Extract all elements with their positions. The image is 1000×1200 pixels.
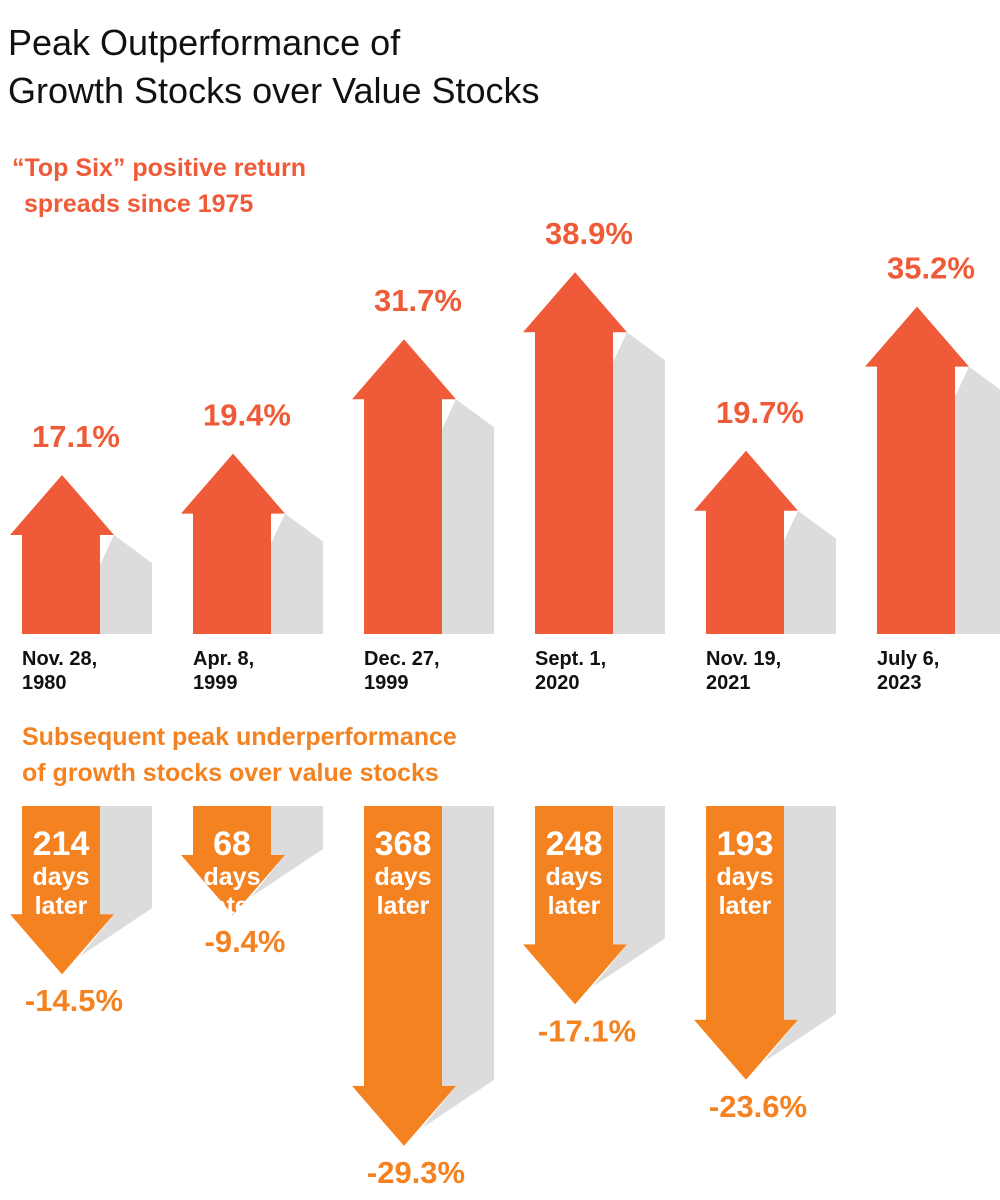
top-arrow-bar xyxy=(523,272,627,634)
top-arrow-shadow xyxy=(955,366,1000,634)
days-word: days xyxy=(375,863,432,891)
top-value-label: 17.1% xyxy=(32,419,120,454)
date-label-line-2: 1980 xyxy=(22,672,67,694)
bottom-arrow-bar xyxy=(694,806,798,1080)
date-label-line-2: 1999 xyxy=(364,672,409,694)
top-value-label: 35.2% xyxy=(887,251,975,286)
bottom-arrow-bar xyxy=(352,806,456,1146)
bottom-arrow-bar xyxy=(523,806,627,1005)
chart-title-line-2: Growth Stocks over Value Stocks xyxy=(8,70,540,111)
bottom-arrows-group: Subsequent peak underperformance of growt… xyxy=(10,723,836,1190)
top-arrow-shadow xyxy=(100,534,152,634)
top-subtitle-line-2: spreads since 1975 xyxy=(24,190,253,218)
top-arrows-group: “Top Six” positive return spreads since 1… xyxy=(10,154,1000,694)
top-arrow-shadow xyxy=(442,399,494,634)
chart-title-line-1: Peak Outperformance of xyxy=(8,22,401,63)
bottom-subtitle-line-2: of growth stocks over value stocks xyxy=(22,759,439,787)
bottom-arrow-shadow xyxy=(80,806,152,957)
top-value-label: 19.4% xyxy=(203,398,291,433)
bottom-arrow-shadow xyxy=(422,806,494,1128)
later-word: later xyxy=(206,892,259,920)
days-word: days xyxy=(204,863,261,891)
date-label-line-2: 2020 xyxy=(535,672,580,694)
top-arrow-bar xyxy=(865,306,969,634)
days-count: 193 xyxy=(717,825,774,863)
later-word: later xyxy=(719,892,772,920)
later-word: later xyxy=(35,892,88,920)
top-value-label: 19.7% xyxy=(716,395,804,430)
top-arrow-bar xyxy=(352,339,456,634)
top-arrow-shadow xyxy=(271,513,323,634)
top-arrow-bar xyxy=(181,453,285,634)
bottom-subtitle-line-1: Subsequent peak underperformance xyxy=(22,723,457,751)
date-label-line-2: 2023 xyxy=(877,672,922,694)
date-label-line-1: Nov. 28, xyxy=(22,648,97,670)
bottom-value-label: -17.1% xyxy=(538,1013,636,1048)
date-label-line-1: July 6, xyxy=(877,648,939,670)
bottom-arrow-shadow xyxy=(764,806,836,1062)
days-count: 214 xyxy=(33,825,90,863)
days-word: days xyxy=(33,863,90,891)
bottom-arrow-bar xyxy=(10,806,114,975)
top-arrow-bar xyxy=(694,450,798,634)
days-word: days xyxy=(546,863,603,891)
days-count: 368 xyxy=(375,825,432,863)
bottom-value-label: -9.4% xyxy=(205,924,286,959)
date-label-line-2: 1999 xyxy=(193,672,238,694)
date-label-line-1: Apr. 8, xyxy=(193,648,254,670)
bottom-arrow-shadow xyxy=(593,806,665,987)
date-label-line-1: Dec. 27, xyxy=(364,648,440,670)
bottom-value-label: -14.5% xyxy=(25,983,123,1018)
bottom-arrow-bar xyxy=(181,806,285,916)
bottom-arrow-shadow xyxy=(251,806,323,898)
top-value-label: 31.7% xyxy=(374,283,462,318)
top-arrow-bar xyxy=(10,474,114,634)
top-subtitle-line-1: “Top Six” positive return xyxy=(12,154,306,182)
later-word: later xyxy=(548,892,601,920)
top-arrow-shadow xyxy=(613,332,665,634)
bottom-value-label: -23.6% xyxy=(709,1089,807,1124)
date-label-line-2: 2021 xyxy=(706,672,751,694)
date-label-line-1: Sept. 1, xyxy=(535,648,606,670)
top-arrow-shadow xyxy=(784,510,836,634)
top-value-label: 38.9% xyxy=(545,216,633,251)
days-word: days xyxy=(717,863,774,891)
days-count: 68 xyxy=(213,825,251,863)
date-label-line-1: Nov. 19, xyxy=(706,648,781,670)
bottom-value-label: -29.3% xyxy=(367,1155,465,1190)
later-word: later xyxy=(377,892,430,920)
days-count: 248 xyxy=(546,825,603,863)
